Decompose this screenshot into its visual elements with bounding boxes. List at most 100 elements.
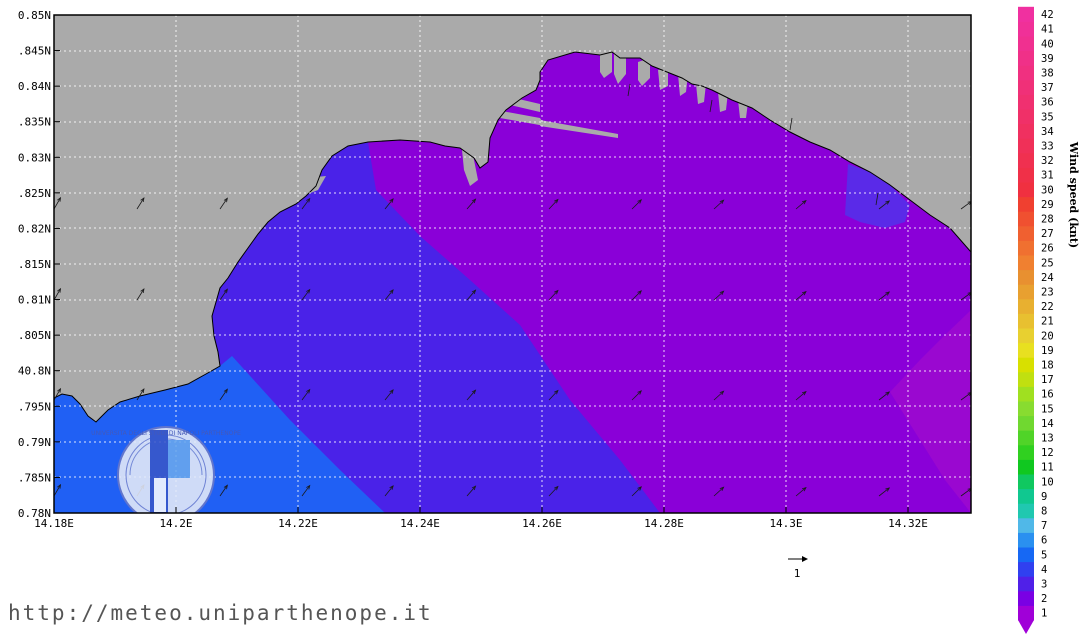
wind-arrow [713,390,724,401]
wind-arrow-head [389,485,394,490]
colorbar-swatch [1018,298,1034,314]
colorbar-label: 28 [1041,214,1054,226]
colorbar-swatch [1018,21,1034,37]
colorbar-swatch [1018,109,1034,125]
wind-arrow [960,488,971,497]
wind-vectors [54,83,971,497]
colorbar-swatch [1018,517,1034,533]
lat-tick-label: 0.78N [18,507,51,520]
wind-arrow [713,290,724,301]
colorbar-swatch [1018,240,1034,256]
colorbar-label: 16 [1041,389,1054,401]
colorbar-label: 18 [1041,360,1054,372]
colorbar-swatch [1018,590,1034,606]
colorbar-label: 40 [1041,38,1054,50]
colorbar-swatch [1018,401,1034,417]
wind-arrow-head [223,484,228,490]
wind-arrow [548,486,559,497]
wind-arrow-head [471,485,477,491]
colorbar-swatch [1018,225,1034,241]
colorbar-label: 42 [1041,9,1054,21]
colorbar-label: 5 [1041,549,1047,561]
wind-arrow-head [389,389,394,394]
wind-arrow-head [637,199,642,204]
wind-arrow [384,389,394,401]
wind-arrow [548,199,559,210]
wind-arrow [219,389,228,401]
plot-area: UNIVERSITA DEGLI STUDI DI NAPOLI PARTHEN… [54,15,971,513]
wind-arrow [136,388,145,401]
colorbar-swatch [1018,284,1034,300]
wind-arrow [713,486,724,497]
wind-arrow [627,83,631,97]
wind-arrow-head [57,387,62,393]
colorbar-swatch [1018,547,1034,563]
wind-arrow [713,199,724,210]
latitude-axis: 0.85N .845N 0.84N .835N 0.83N .825N 0.82N .815N… [18,9,60,520]
colorbar-label: 36 [1041,97,1054,109]
colorbar-swatch [1018,313,1034,329]
colorbar-label: 22 [1041,301,1054,313]
wind-arrow [878,487,890,497]
wind-arrow [631,390,642,401]
colorbar-label: 39 [1041,53,1054,65]
lat-tick-label: 0.81N [18,294,51,307]
colorbar-swatch [1018,167,1034,183]
colorbar-label: 21 [1041,316,1054,328]
colorbar-label: 15 [1041,403,1054,415]
vector-reference-label: 1 [794,567,801,580]
colorbar-swatch [1018,65,1034,81]
colorbar-swatch [1018,488,1034,504]
wind-arrow [384,485,394,497]
lat-tick-label: 0.85N [18,9,51,22]
coastline [54,51,971,423]
wind-arrow-head [719,390,725,396]
wind-arrow-head [306,388,311,394]
lat-tick-label: 0.79N [18,436,51,449]
colorbar-swatch [1018,605,1034,621]
colorbar-label: 2 [1041,593,1047,605]
colorbar-swatch [1018,79,1034,95]
site-url: http://meteo.uniparthenope.it [8,601,433,625]
colorbar-label: 7 [1041,520,1047,532]
colorbar-label: 13 [1041,433,1054,445]
wind-arrow-head [389,198,394,203]
wind-arrow-head [801,390,807,396]
colorbar-label: 10 [1041,476,1054,488]
colorbar-label: 35 [1041,111,1054,123]
colorbar-swatch [1018,576,1034,592]
colorbar-label: 14 [1041,418,1054,430]
colorbar-swatch [1018,255,1034,271]
lon-tick-label: 14.28E [644,517,684,530]
wind-arrow [301,389,311,401]
wind-arrow [795,391,807,401]
wind-arrow-head [719,290,725,296]
wind-arrow-head [554,198,559,204]
wind-arrow-head [719,486,725,492]
wind-arrow [136,288,145,301]
wind-arrow [631,199,642,210]
wind-arrow-head [223,197,228,203]
lat-tick-label: .835N [18,116,51,129]
wind-arrow [878,291,890,301]
colorbar-label: 9 [1041,491,1047,503]
wind-arrow [960,201,971,210]
colorbar-swatch [1018,474,1034,490]
colorbar-swatch [1018,182,1034,198]
wind-arrow-head [554,289,559,295]
wind-arrow [219,485,228,497]
wind-arrow [631,290,642,301]
lat-tick-label: 0.84N [18,80,51,93]
wind-arrow-head [801,290,807,296]
wind-arrow [875,192,879,206]
wind-arrow-head [471,289,477,295]
wind-arrow [548,290,559,301]
wind-arrow-head [637,390,642,395]
lat-tick-label: .785N [18,471,51,484]
colorbar-swatch [1018,415,1034,431]
colorbar-label: 30 [1041,184,1054,196]
colorbar-label: 33 [1041,141,1054,153]
wind-arrow-head [389,289,394,294]
lon-tick-label: 14.3E [769,517,802,530]
